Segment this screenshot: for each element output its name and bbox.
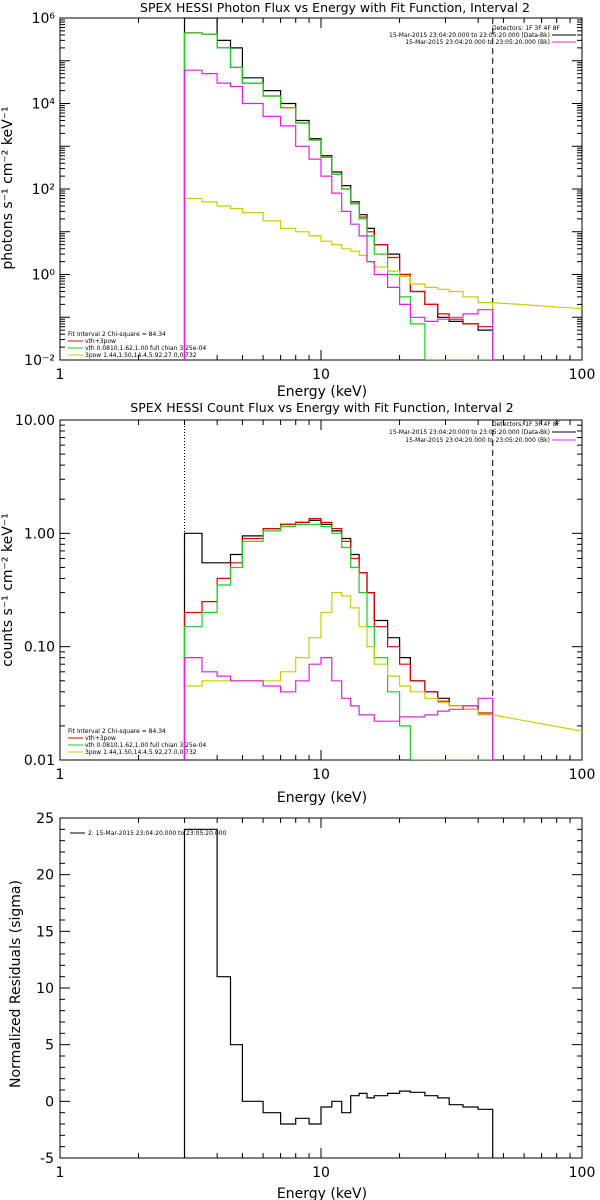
photon-y-tick-label: 10⁴ <box>32 97 56 113</box>
residuals-x-tick-label: 1 <box>56 1165 65 1181</box>
photon-fit-legend-3: 3pow 1.44,1.50,14.4,5.92,27.0,0.732 <box>68 352 197 359</box>
count-flux-ylabel: counts s⁻¹ cm⁻² keV⁻¹ <box>0 513 16 667</box>
svg-text:vth+3pow: vth+3pow <box>85 338 116 345</box>
photon-y-tick-label: 10⁰ <box>32 268 56 284</box>
svg-text:2: 15-Mar-2015 23:04:20.000 to: 2: 15-Mar-2015 23:04:20.000 to 23:05:20.… <box>88 830 226 837</box>
photon-flux-ylabel: photons s⁻¹ cm⁻² keV⁻¹ <box>0 106 16 269</box>
count-x-tick-label: 1 <box>56 767 65 783</box>
count-fit-header: Fit Interval 2 Chi-square = 84.34 <box>68 728 166 735</box>
count-header-detectors: Detectors: 1F 3F 4F 8F <box>492 421 561 428</box>
residuals-xlabel: Energy (keV) <box>277 1186 367 1200</box>
photon-y-tick-label: 10² <box>32 182 55 198</box>
count-series-3pow <box>183 592 494 760</box>
photon-flux-xlabel: Energy (keV) <box>277 384 367 400</box>
count-y-tick-label: 0.10 <box>24 640 55 656</box>
photon-series-3pow <box>183 197 494 360</box>
residuals-x-tick-label: 10 <box>312 1165 330 1181</box>
residuals-ylabel: Normalized Residuals (sigma) <box>8 880 24 1088</box>
count-fit-legend-1: vth+3pow <box>68 735 116 742</box>
residuals-y-tick-label: 25 <box>36 811 54 827</box>
photon-y-tick-label: 10⁻² <box>24 353 55 369</box>
photon-series-data-bk <box>183 18 494 360</box>
svg-text:3pow 1.44,1.50,14.4,5.92,27.0,: 3pow 1.44,1.50,14.4,5.92,27.0,0.732 <box>85 352 197 359</box>
photon-x-tick-label: 10 <box>312 367 330 383</box>
residuals-y-tick-label: 20 <box>36 868 54 884</box>
photon-series-vth <box>183 32 493 360</box>
residuals-y-tick-label: 5 <box>45 1038 54 1054</box>
count-x-tick-label: 10 <box>312 767 330 783</box>
photon-x-tick-label: 100 <box>569 367 596 383</box>
count-flux-xlabel: Energy (keV) <box>277 790 367 806</box>
count-y-tick-label: 0.01 <box>24 753 55 769</box>
residuals-y-tick-label: 10 <box>36 981 54 997</box>
count-y-tick-label: 1.00 <box>24 526 55 542</box>
residuals-y-tick-label: -5 <box>40 1151 54 1167</box>
photon-fit-header: Fit Interval 2 Chi-square = 84.34 <box>68 331 166 338</box>
count-flux-title: SPEX HESSI Count Flux vs Energy with Fit… <box>130 400 513 415</box>
photon-fit-legend-2: vth 0.0810,1.62,1.00 full chian 3.25e-04 <box>68 345 206 352</box>
count-series-bk <box>183 657 494 760</box>
svg-text:vth+3pow: vth+3pow <box>85 735 116 742</box>
count-plot-frame <box>59 419 583 761</box>
photon-fit-legend-1: vth+3pow <box>68 338 116 345</box>
count-fit-legend-2: vth 0.0810,1.62,1.00 full chian 3.25e-04 <box>68 742 206 749</box>
photon-flux-panel: SPEX HESSI Photon Flux vs Energy with Fi… <box>0 0 595 400</box>
photon-flux-title: SPEX HESSI Photon Flux vs Energy with Fi… <box>140 0 530 15</box>
count-series-vth <box>183 523 493 760</box>
photon-series-vth-3pow <box>183 32 494 360</box>
residuals-y-tick-label: 0 <box>45 1094 54 1110</box>
photon-header-detectors: Detectors: 1F 3F 4F 8F <box>492 25 561 32</box>
svg-text:3pow 1.44,1.50,14.4,5.92,27.0,: 3pow 1.44,1.50,14.4,5.92,27.0,0.732 <box>85 749 197 756</box>
count-y-tick-label: 10.00 <box>15 413 55 429</box>
photon-header-bk: 15-Mar-2015 23:04:20.000 to 23:05:20.000… <box>405 39 550 46</box>
photon-y-tick-label: 10⁶ <box>32 11 56 27</box>
photon-series-3pow-tail <box>492 302 582 310</box>
count-x-tick-label: 100 <box>569 767 596 783</box>
count-series-3pow-tail <box>492 714 582 732</box>
count-series-data-bk <box>183 519 494 760</box>
residuals-y-tick-label: 15 <box>36 924 54 940</box>
photon-x-tick-label: 1 <box>56 367 65 383</box>
svg-text:vth 0.0810,1.62,1.00 full chi: vth 0.0810,1.62,1.00 full chian 3.25e-04 <box>85 742 206 749</box>
photon-series-bk <box>183 69 494 360</box>
count-header-bk: 15-Mar-2015 23:04:20.000 to 23:05:20.000… <box>405 437 550 444</box>
count-fit-legend-3: 3pow 1.44,1.50,14.4,5.92,27.0,0.732 <box>68 749 197 756</box>
residuals-legend: 2: 15-Mar-2015 23:04:20.000 to 23:05:20.… <box>70 830 226 837</box>
svg-text:vth 0.0810,1.62,1.00 full chi: vth 0.0810,1.62,1.00 full chian 3.25e-04 <box>85 345 206 352</box>
residuals-panel: 2: 15-Mar-2015 23:04:20.000 to 23:05:20.… <box>8 811 595 1200</box>
photon-plot-frame <box>59 17 583 361</box>
count-flux-panel: SPEX HESSI Count Flux vs Energy with Fit… <box>0 400 595 806</box>
residuals-series-residuals <box>183 828 494 1158</box>
count-header-data: 15-Mar-2015 23:04:20.000 to 23:05:20.000… <box>389 429 550 436</box>
residuals-x-tick-label: 100 <box>569 1165 596 1181</box>
photon-header-data: 15-Mar-2015 23:04:20.000 to 23:05:20.000… <box>389 32 550 39</box>
